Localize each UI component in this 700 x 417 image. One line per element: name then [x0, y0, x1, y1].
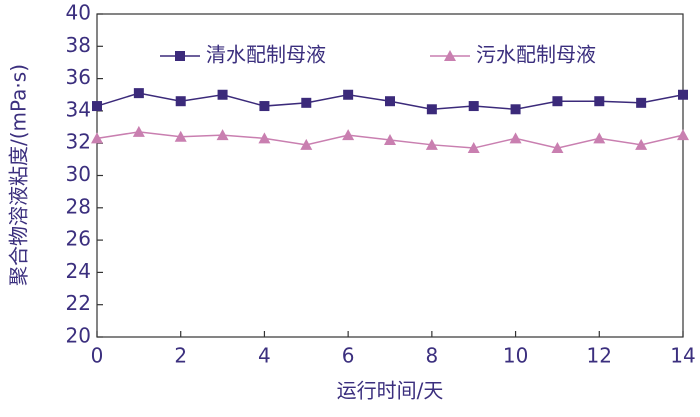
x-tick-label: 8 [425, 344, 438, 368]
data-point [258, 132, 271, 144]
x-tick-label: 12 [587, 344, 612, 368]
x-tick-label: 14 [670, 344, 695, 368]
data-point [468, 101, 479, 112]
y-tick-label: 34 [66, 97, 91, 121]
data-point [174, 130, 187, 142]
legend-marker [175, 51, 185, 61]
x-tick-label: 6 [342, 344, 355, 368]
data-point [132, 125, 145, 137]
legend-label: 污水配制母液 [476, 43, 596, 67]
data-point [635, 138, 648, 150]
data-point [301, 97, 312, 108]
data-point [342, 129, 355, 141]
data-point [175, 96, 186, 107]
y-tick-label: 30 [66, 162, 91, 186]
data-point [385, 96, 395, 107]
data-point [91, 132, 103, 144]
data-point [426, 104, 437, 115]
data-point [217, 89, 228, 100]
y-tick-label: 24 [66, 259, 91, 283]
y-axis-label: 聚合物溶液粘度/(mPa·s) [7, 64, 31, 286]
y-tick-label: 38 [66, 33, 91, 57]
data-point [467, 142, 480, 154]
data-point [551, 142, 564, 154]
legend-label: 清水配制母液 [206, 43, 326, 67]
data-point [593, 132, 606, 144]
data-point [509, 132, 522, 144]
data-point [216, 129, 229, 141]
y-tick-label: 36 [66, 65, 91, 89]
data-point [92, 101, 102, 112]
data-point [133, 88, 144, 99]
y-tick-label: 32 [66, 130, 91, 154]
data-point [636, 97, 647, 108]
y-tick-label: 26 [66, 227, 91, 251]
y-tick-label: 40 [66, 1, 91, 25]
data-point [425, 138, 438, 150]
data-point [594, 96, 605, 107]
data-point [678, 89, 688, 100]
data-point [510, 104, 521, 115]
data-point [300, 138, 313, 150]
data-point [552, 96, 563, 107]
y-tick-label: 22 [66, 291, 91, 315]
legend-marker [444, 50, 456, 61]
data-point [343, 89, 354, 100]
data-point [384, 133, 396, 145]
x-tick-label: 10 [503, 344, 528, 368]
y-tick-label: 28 [66, 194, 91, 218]
y-tick-label: 20 [66, 324, 91, 348]
data-point [259, 101, 270, 112]
x-tick-label: 0 [91, 344, 104, 368]
data-point [677, 129, 689, 141]
x-axis-label: 运行时间/天 [337, 379, 444, 403]
x-tick-label: 4 [258, 344, 271, 368]
x-tick-label: 2 [174, 344, 187, 368]
